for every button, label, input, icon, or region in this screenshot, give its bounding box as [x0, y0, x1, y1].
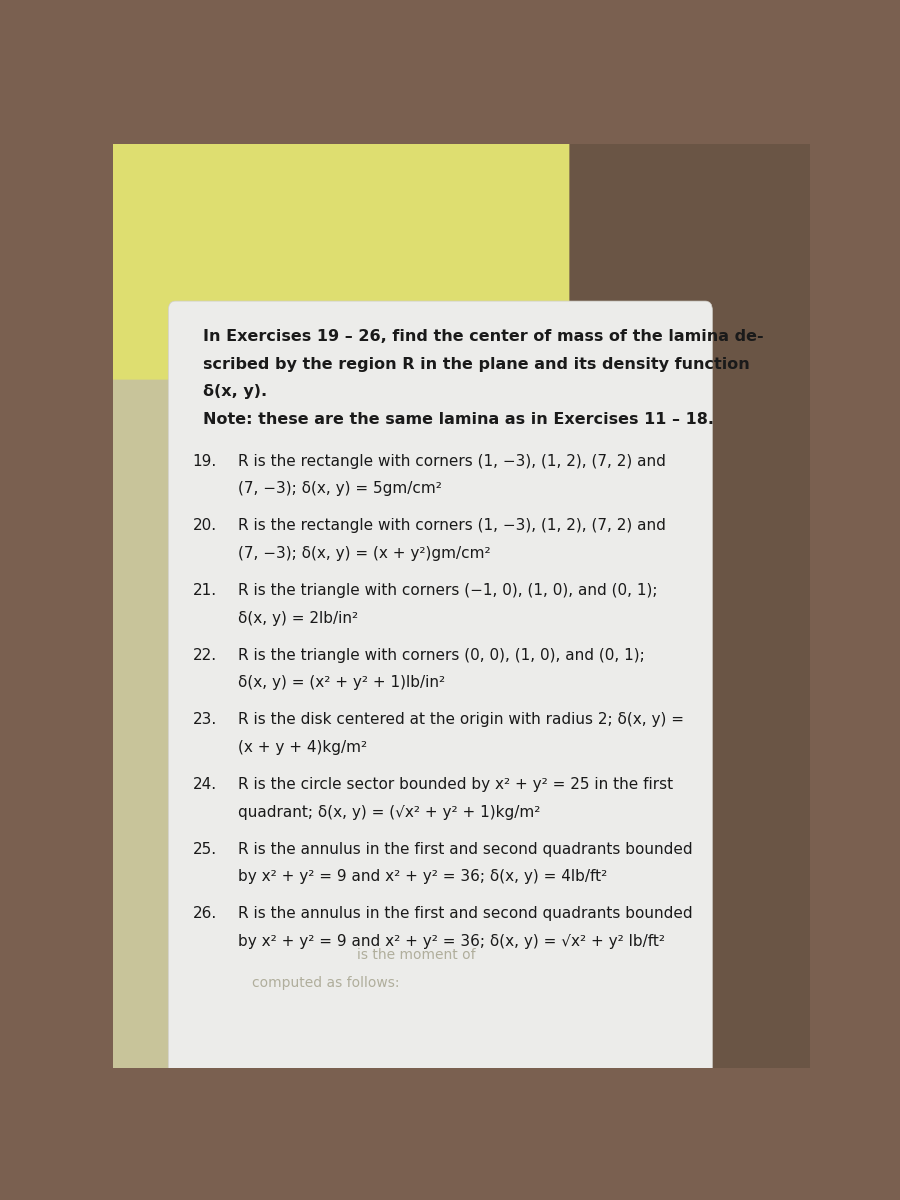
Text: R is the rectangle with corners (1, −3), (1, 2), (7, 2) and: R is the rectangle with corners (1, −3),…	[238, 454, 666, 468]
Text: 19.: 19.	[193, 454, 217, 468]
Text: is the moment of: is the moment of	[356, 948, 475, 962]
Text: δ(x, y) = (x² + y² + 1)lb/in²: δ(x, y) = (x² + y² + 1)lb/in²	[238, 676, 446, 690]
Text: R is the disk centered at the origin with radius 2; δ(x, y) =: R is the disk centered at the origin wit…	[238, 713, 684, 727]
Text: R is the circle sector bounded by x² + y² = 25 in the first: R is the circle sector bounded by x² + y…	[238, 776, 673, 792]
Text: 24.: 24.	[193, 776, 217, 792]
Text: by x² + y² = 9 and x² + y² = 36; δ(x, y) = √x² + y² lb/ft²: by x² + y² = 9 and x² + y² = 36; δ(x, y)…	[238, 934, 665, 949]
FancyBboxPatch shape	[168, 301, 713, 1078]
Text: 21.: 21.	[193, 583, 217, 598]
Text: Note: these are the same lamina as in Exercises 11 – 18.: Note: these are the same lamina as in Ex…	[203, 412, 715, 427]
FancyBboxPatch shape	[109, 139, 570, 379]
Text: (x + y + 4)kg/m²: (x + y + 4)kg/m²	[238, 740, 367, 755]
Text: R is the annulus in the first and second quadrants bounded: R is the annulus in the first and second…	[238, 841, 693, 857]
Text: (7, −3); δ(x, y) = 5gm/cm²: (7, −3); δ(x, y) = 5gm/cm²	[238, 481, 442, 497]
Text: (7, −3); δ(x, y) = (x + y²)gm/cm²: (7, −3); δ(x, y) = (x + y²)gm/cm²	[238, 546, 491, 560]
Text: 20.: 20.	[193, 518, 217, 533]
Text: δ(x, y) = 2lb/in²: δ(x, y) = 2lb/in²	[238, 611, 358, 625]
Text: In Exercises 19 – 26, find the center of mass of the lamina de-: In Exercises 19 – 26, find the center of…	[203, 329, 764, 343]
Text: computed as follows:: computed as follows:	[252, 976, 400, 990]
Bar	[496, 144, 810, 1068]
Text: by x² + y² = 9 and x² + y² = 36; δ(x, y) = 4lb/ft²: by x² + y² = 9 and x² + y² = 36; δ(x, y)…	[238, 869, 608, 884]
Text: R is the triangle with corners (0, 0), (1, 0), and (0, 1);: R is the triangle with corners (0, 0), (…	[238, 648, 644, 662]
Text: R is the annulus in the first and second quadrants bounded: R is the annulus in the first and second…	[238, 906, 693, 922]
Text: R is the triangle with corners (−1, 0), (1, 0), and (0, 1);: R is the triangle with corners (−1, 0), …	[238, 583, 658, 598]
Text: 26.: 26.	[193, 906, 217, 922]
Text: 23.: 23.	[193, 713, 217, 727]
Text: R is the rectangle with corners (1, −3), (1, 2), (7, 2) and: R is the rectangle with corners (1, −3),…	[238, 518, 666, 533]
Text: δ(x, y).: δ(x, y).	[203, 384, 267, 400]
Text: 25.: 25.	[193, 841, 217, 857]
Text: quadrant; δ(x, y) = (√x² + y² + 1)kg/m²: quadrant; δ(x, y) = (√x² + y² + 1)kg/m²	[238, 805, 540, 820]
Text: scribed by the region R in the plane and its density function: scribed by the region R in the plane and…	[203, 356, 750, 372]
Bar	[112, 144, 496, 1068]
Text: 22.: 22.	[193, 648, 217, 662]
